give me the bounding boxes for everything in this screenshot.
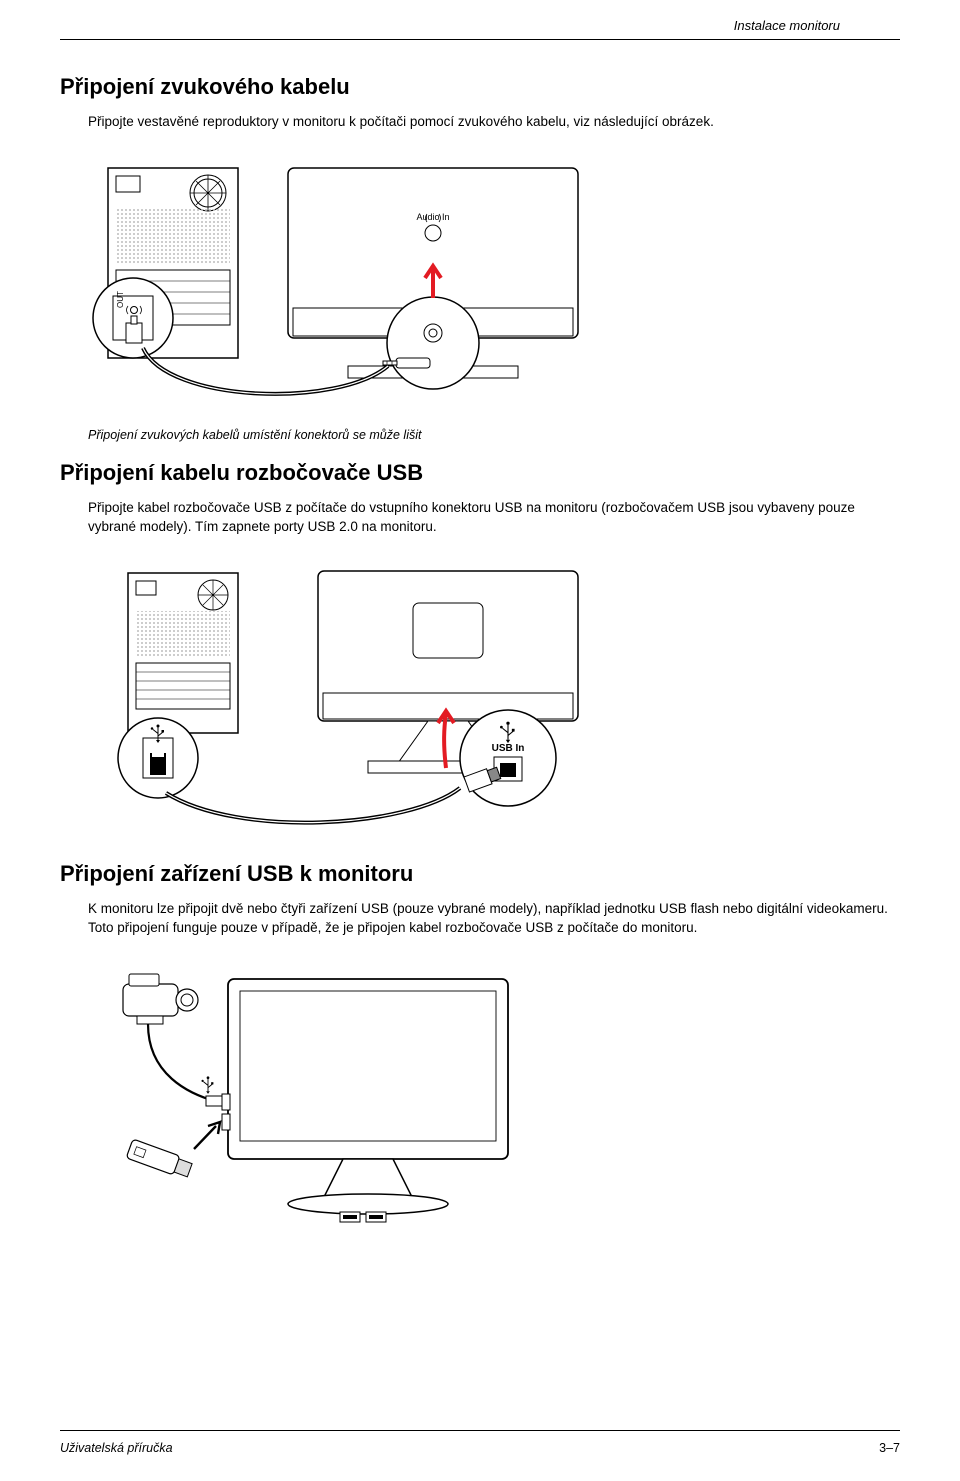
paragraph-audio-cable: Připojte vestavěné reproduktory v monito… xyxy=(88,112,900,132)
heading-usb-devices: Připojení zařízení USB k monitoru xyxy=(60,861,900,887)
figure-audio-caption: Připojení zvukových kabelů umístění kone… xyxy=(88,428,900,442)
paragraph-usb-devices: K monitoru lze připojit dvě nebo čtyři z… xyxy=(88,899,900,938)
svg-text:USB In: USB In xyxy=(492,743,525,754)
page-footer: Uživatelská příručka 3–7 xyxy=(60,1430,900,1481)
figure-usb-devices xyxy=(88,954,548,1254)
page-header-section-title: Instalace monitoru xyxy=(60,0,900,40)
figure-usb-hub-cable: USB In xyxy=(88,553,608,833)
page-content: Připojení zvukového kabelu Připojte vest… xyxy=(0,74,960,1254)
footer-page-number: 3–7 xyxy=(879,1441,900,1455)
footer-guide-title: Uživatelská příručka xyxy=(60,1441,173,1455)
heading-audio-cable: Připojení zvukového kabelu xyxy=(60,74,900,100)
pc-out-label: OUT xyxy=(116,291,125,308)
paragraph-usb-hub-cable: Připojte kabel rozbočovače USB z počítač… xyxy=(88,498,900,537)
figure-audio-cable: OUT Audio In xyxy=(88,148,608,418)
heading-usb-hub-cable: Připojení kabelu rozbočovače USB xyxy=(60,460,900,486)
svg-text:Audio In: Audio In xyxy=(416,212,449,222)
